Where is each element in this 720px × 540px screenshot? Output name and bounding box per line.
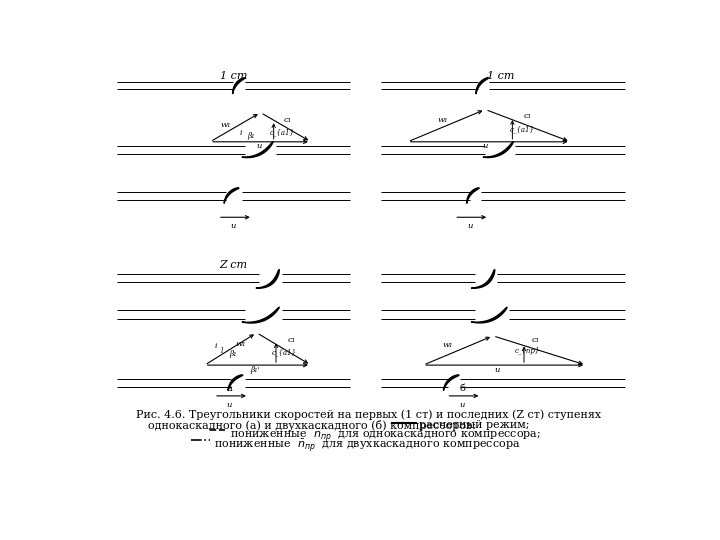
Text: w₁: w₁ (220, 121, 231, 129)
Text: пониженные  $\bar{n}_{пр}$  для однокаскадного компрессора;: пониженные $\bar{n}_{пр}$ для однокаскад… (230, 428, 541, 444)
Text: Z ст: Z ст (220, 260, 248, 270)
Text: Рис. 4.6. Треугольники скоростей на первых (1 ст) и последних (Z ст) ступенях: Рис. 4.6. Треугольники скоростей на перв… (136, 410, 602, 420)
Text: c_{a1}: c_{a1} (271, 348, 296, 356)
Text: u: u (467, 222, 472, 231)
Text: u: u (494, 366, 500, 374)
Text: c_{a1}: c_{a1} (510, 125, 535, 133)
Text: а: а (227, 384, 233, 393)
Text: β₁: β₁ (230, 349, 237, 357)
Text: пониженные  $\bar{n}_{пр}$  для двухкаскадного компрессора: пониженные $\bar{n}_{пр}$ для двухкаскад… (214, 437, 521, 454)
Text: 1 ст: 1 ст (220, 71, 247, 80)
Text: u: u (459, 401, 464, 409)
Text: w₁: w₁ (437, 116, 448, 124)
Text: i: i (215, 342, 217, 350)
Polygon shape (472, 307, 507, 323)
Polygon shape (242, 142, 273, 158)
Text: c₁: c₁ (524, 112, 532, 120)
Text: c₁: c₁ (287, 336, 296, 345)
Polygon shape (476, 78, 488, 94)
Text: w₁: w₁ (443, 341, 454, 349)
Text: u: u (230, 222, 236, 231)
Text: c_{a1}: c_{a1} (270, 129, 294, 137)
Polygon shape (483, 142, 513, 158)
Text: l: l (220, 347, 223, 355)
Polygon shape (472, 269, 495, 288)
Polygon shape (256, 269, 279, 288)
Text: i: i (240, 129, 243, 137)
Text: б: б (459, 384, 465, 393)
Text: c₁: c₁ (284, 116, 292, 124)
Polygon shape (467, 188, 479, 204)
Polygon shape (233, 78, 245, 94)
Text: β₁': β₁' (251, 366, 260, 374)
Polygon shape (228, 375, 243, 390)
Text: 1 ст: 1 ст (487, 71, 514, 80)
Text: расчетный режим;: расчетный режим; (418, 420, 529, 430)
Text: u: u (482, 143, 488, 151)
Text: w₁: w₁ (236, 340, 246, 348)
Text: u: u (256, 143, 261, 151)
Text: β₁: β₁ (247, 132, 254, 140)
Polygon shape (242, 307, 279, 323)
Text: c_{пр}: c_{пр} (516, 347, 541, 355)
Polygon shape (444, 375, 459, 390)
Polygon shape (224, 188, 239, 204)
Text: c₁: c₁ (531, 336, 540, 343)
Text: однокаскадного (а) и двухкаскадного (б) компрессоров:: однокаскадного (а) и двухкаскадного (б) … (148, 420, 476, 431)
Text: u: u (227, 401, 232, 409)
